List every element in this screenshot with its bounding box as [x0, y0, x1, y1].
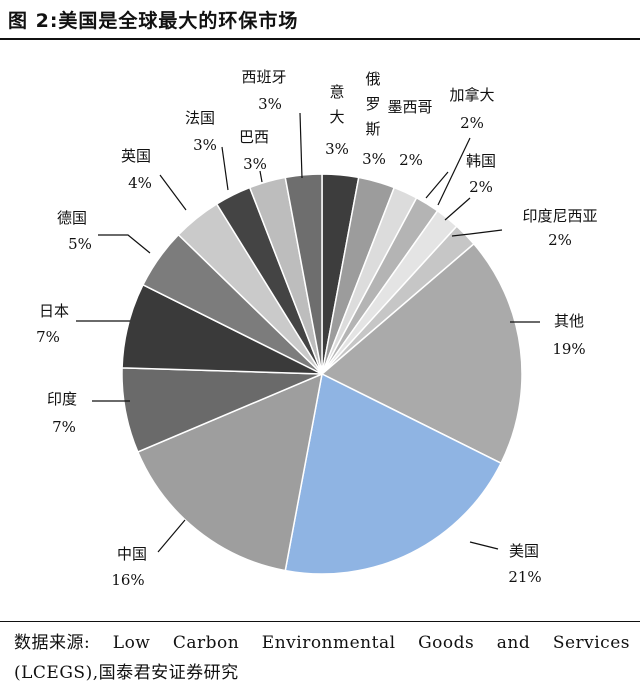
slice-label: 中国 [117, 545, 147, 563]
slice-label: 俄 [365, 70, 380, 88]
bottom-rule [0, 621, 640, 622]
pie-slice-7 [320, 242, 523, 465]
slice-value-label: 21% [508, 568, 541, 586]
slice-labels: 意大 3% 俄罗斯 3% 墨西哥 2% 加拿大 2% 韩国 2% 印度尼西亚 2% 其他 19% 美国 21%… [36, 68, 597, 589]
slice-value-label: 7% [36, 328, 60, 346]
leader-line [221, 146, 229, 191]
slice-value-label: 2% [460, 114, 484, 132]
slice-label: 意 [329, 83, 344, 101]
source-word: and [496, 633, 531, 653]
slice-value-label: 3% [258, 95, 282, 113]
slice-label: 法国 [185, 109, 215, 127]
slice-value-label: 3% [243, 155, 267, 173]
pie-slices [121, 173, 523, 575]
slice-value-label: 2% [469, 178, 493, 196]
source-note: 数据来源: Low Carbon Environmental Goods and… [14, 628, 630, 688]
pie-slice-9 [136, 372, 323, 572]
pie-slice-8 [284, 372, 503, 575]
source-line-1: 数据来源: Low Carbon Environmental Goods and… [14, 628, 630, 658]
source-word: Goods [418, 633, 475, 653]
leader-line [159, 174, 187, 211]
slice-value-label: 3% [325, 140, 349, 158]
slice-label: 其他 [554, 312, 584, 330]
source-word: Low [112, 633, 151, 653]
top-rule [0, 38, 640, 40]
leader-line [469, 541, 499, 550]
source-word: Services [552, 633, 630, 653]
slice-value-label: 19% [552, 340, 585, 358]
leader-line [98, 234, 151, 254]
leader-line [437, 137, 471, 206]
slice-label: 印度 [47, 390, 77, 408]
slice-value-label: 7% [52, 418, 76, 436]
slice-value-label: 5% [68, 235, 92, 253]
slice-label: 印度尼西亚 [522, 207, 597, 225]
slice-label: 斯 [365, 120, 380, 138]
leader-line [157, 519, 186, 553]
slice-label: 美国 [509, 542, 539, 560]
figure-title: 图 2:美国是全球最大的环保市场 [8, 10, 299, 32]
slice-label: 巴西 [239, 128, 269, 146]
leader-line [259, 170, 263, 183]
leader-line [444, 197, 471, 221]
source-word: 数据来源: [14, 633, 91, 653]
leader-line [425, 171, 449, 199]
slice-value-label: 16% [111, 571, 144, 589]
slice-label: 日本 [39, 302, 69, 320]
slice-label: 罗 [365, 95, 380, 113]
slice-value-label: 2% [399, 151, 423, 169]
pie-slice-16 [284, 173, 323, 375]
slice-value-label: 3% [193, 136, 217, 154]
slice-value-label: 4% [128, 174, 152, 192]
source-line-2: (LCEGS),国泰君安证券研究 [14, 663, 239, 683]
source-word: Environmental [261, 633, 396, 653]
leader-line [451, 229, 503, 237]
source-word: Carbon [172, 633, 240, 653]
slice-label: 西班牙 [241, 68, 286, 86]
leader-lines [76, 112, 540, 553]
leader-line [299, 112, 303, 179]
slice-value-label: 3% [362, 150, 386, 168]
slice-label: 英国 [121, 147, 151, 165]
pie-chart: 意大 3% 俄罗斯 3% 墨西哥 2% 加拿大 2% 韩国 2% 印度尼西亚 2% 其他 19% 美国 21%… [36, 68, 597, 589]
slice-label: 韩国 [466, 152, 496, 170]
slice-label: 大 [329, 108, 344, 126]
slice-value-label: 2% [548, 231, 572, 249]
slice-label: 加拿大 [449, 86, 494, 104]
slice-label: 墨西哥 [387, 98, 432, 116]
slice-label: 德国 [57, 209, 87, 227]
